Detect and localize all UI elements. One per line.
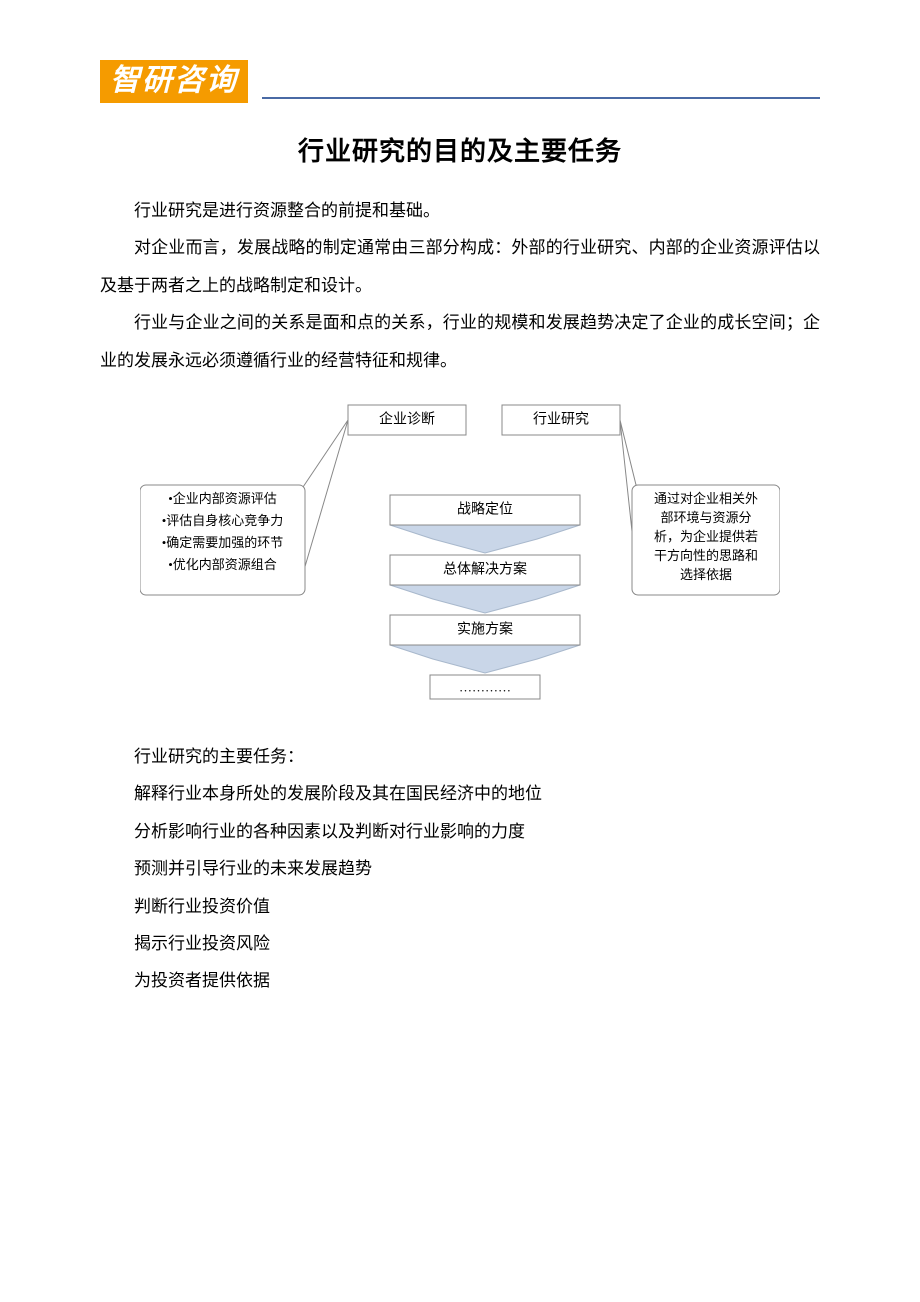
header-rule [262, 97, 820, 99]
tasks-section: 行业研究的主要任务： 解释行业本身所处的发展阶段及其在国民经济中的地位 分析影响… [100, 738, 820, 1000]
paragraph: 对企业而言，发展战略的制定通常由三部分构成：外部的行业研究、内部的企业资源评估以… [100, 229, 820, 304]
svg-text:企业诊断: 企业诊断 [379, 410, 435, 427]
svg-text:析，为企业提供若: 析，为企业提供若 [654, 529, 758, 544]
tasks-heading: 行业研究的主要任务： [100, 738, 820, 775]
paragraph: 行业与企业之间的关系是面和点的关系，行业的规模和发展趋势决定了企业的成长空间；企… [100, 304, 820, 379]
svg-text:选择依据: 选择依据 [680, 567, 732, 582]
task-item: 预测并引导行业的未来发展趋势 [100, 850, 820, 887]
intro-paragraphs: 行业研究是进行资源整合的前提和基础。 对企业而言，发展战略的制定通常由三部分构成… [100, 192, 820, 379]
task-item: 揭示行业投资风险 [100, 925, 820, 962]
task-item: 解释行业本身所处的发展阶段及其在国民经济中的地位 [100, 775, 820, 812]
svg-text:通过对企业相关外: 通过对企业相关外 [654, 491, 758, 506]
header: 智研咨询 [100, 60, 820, 103]
task-item: 为投资者提供依据 [100, 962, 820, 999]
task-item: 分析影响行业的各种因素以及判断对行业影响的力度 [100, 813, 820, 850]
svg-text:部环境与资源分: 部环境与资源分 [660, 510, 751, 525]
svg-text:实施方案: 实施方案 [457, 620, 513, 637]
page-title: 行业研究的目的及主要任务 [100, 131, 820, 168]
svg-text:干方向性的思路和: 干方向性的思路和 [654, 548, 758, 563]
svg-text:•评估自身核心竞争力: •评估自身核心竞争力 [162, 513, 284, 528]
svg-text:…………: ………… [459, 679, 511, 694]
task-item: 判断行业投资价值 [100, 888, 820, 925]
logo: 智研咨询 [100, 60, 248, 103]
flowchart-svg: •企业内部资源评估 •评估自身核心竞争力 •确定需要加强的环节 •优化内部资源组合 通过… [140, 395, 780, 715]
svg-text:•企业内部资源评估: •企业内部资源评估 [168, 491, 277, 506]
page: 智研咨询 行业研究的目的及主要任务 行业研究是进行资源整合的前提和基础。 对企业… [0, 0, 920, 1302]
paragraph: 行业研究是进行资源整合的前提和基础。 [100, 192, 820, 229]
strategy-flowchart: •企业内部资源评估 •评估自身核心竞争力 •确定需要加强的环节 •优化内部资源组合 通过… [140, 395, 780, 720]
svg-text:•确定需要加强的环节: •确定需要加强的环节 [162, 535, 284, 550]
svg-text:•优化内部资源组合: •优化内部资源组合 [168, 557, 277, 572]
svg-text:总体解决方案: 总体解决方案 [443, 560, 527, 577]
svg-text:行业研究: 行业研究 [533, 411, 589, 427]
svg-text:战略定位: 战略定位 [457, 501, 513, 517]
